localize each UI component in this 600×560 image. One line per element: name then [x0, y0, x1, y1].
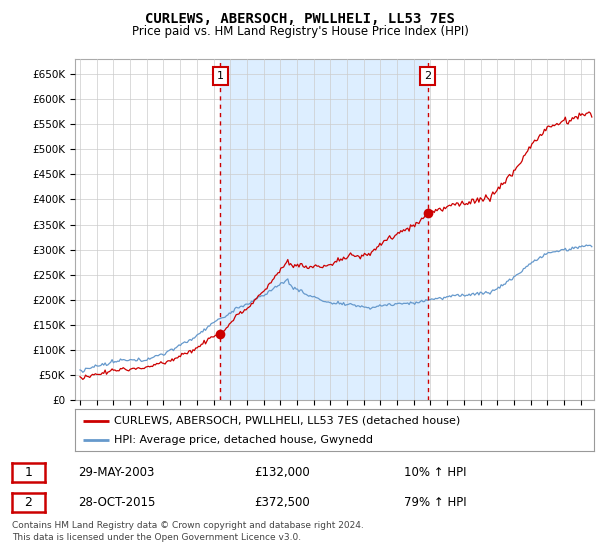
Bar — [220, 59, 428, 400]
Text: £132,000: £132,000 — [254, 466, 310, 479]
Text: 1: 1 — [25, 466, 32, 479]
Text: 1: 1 — [217, 71, 224, 81]
Text: 2: 2 — [25, 496, 32, 509]
Text: 10% ↑ HPI: 10% ↑ HPI — [404, 466, 466, 479]
Text: HPI: Average price, detached house, Gwynedd: HPI: Average price, detached house, Gwyn… — [114, 435, 373, 445]
Text: £372,500: £372,500 — [254, 496, 310, 509]
Text: CURLEWS, ABERSOCH, PWLLHELI, LL53 7ES: CURLEWS, ABERSOCH, PWLLHELI, LL53 7ES — [145, 12, 455, 26]
Text: Contains HM Land Registry data © Crown copyright and database right 2024.
This d: Contains HM Land Registry data © Crown c… — [12, 521, 364, 542]
Text: 28-OCT-2015: 28-OCT-2015 — [78, 496, 155, 509]
Text: 29-MAY-2003: 29-MAY-2003 — [78, 466, 155, 479]
Text: 79% ↑ HPI: 79% ↑ HPI — [404, 496, 466, 509]
Text: Price paid vs. HM Land Registry's House Price Index (HPI): Price paid vs. HM Land Registry's House … — [131, 25, 469, 38]
Text: 2: 2 — [424, 71, 431, 81]
Text: CURLEWS, ABERSOCH, PWLLHELI, LL53 7ES (detached house): CURLEWS, ABERSOCH, PWLLHELI, LL53 7ES (d… — [114, 416, 460, 426]
